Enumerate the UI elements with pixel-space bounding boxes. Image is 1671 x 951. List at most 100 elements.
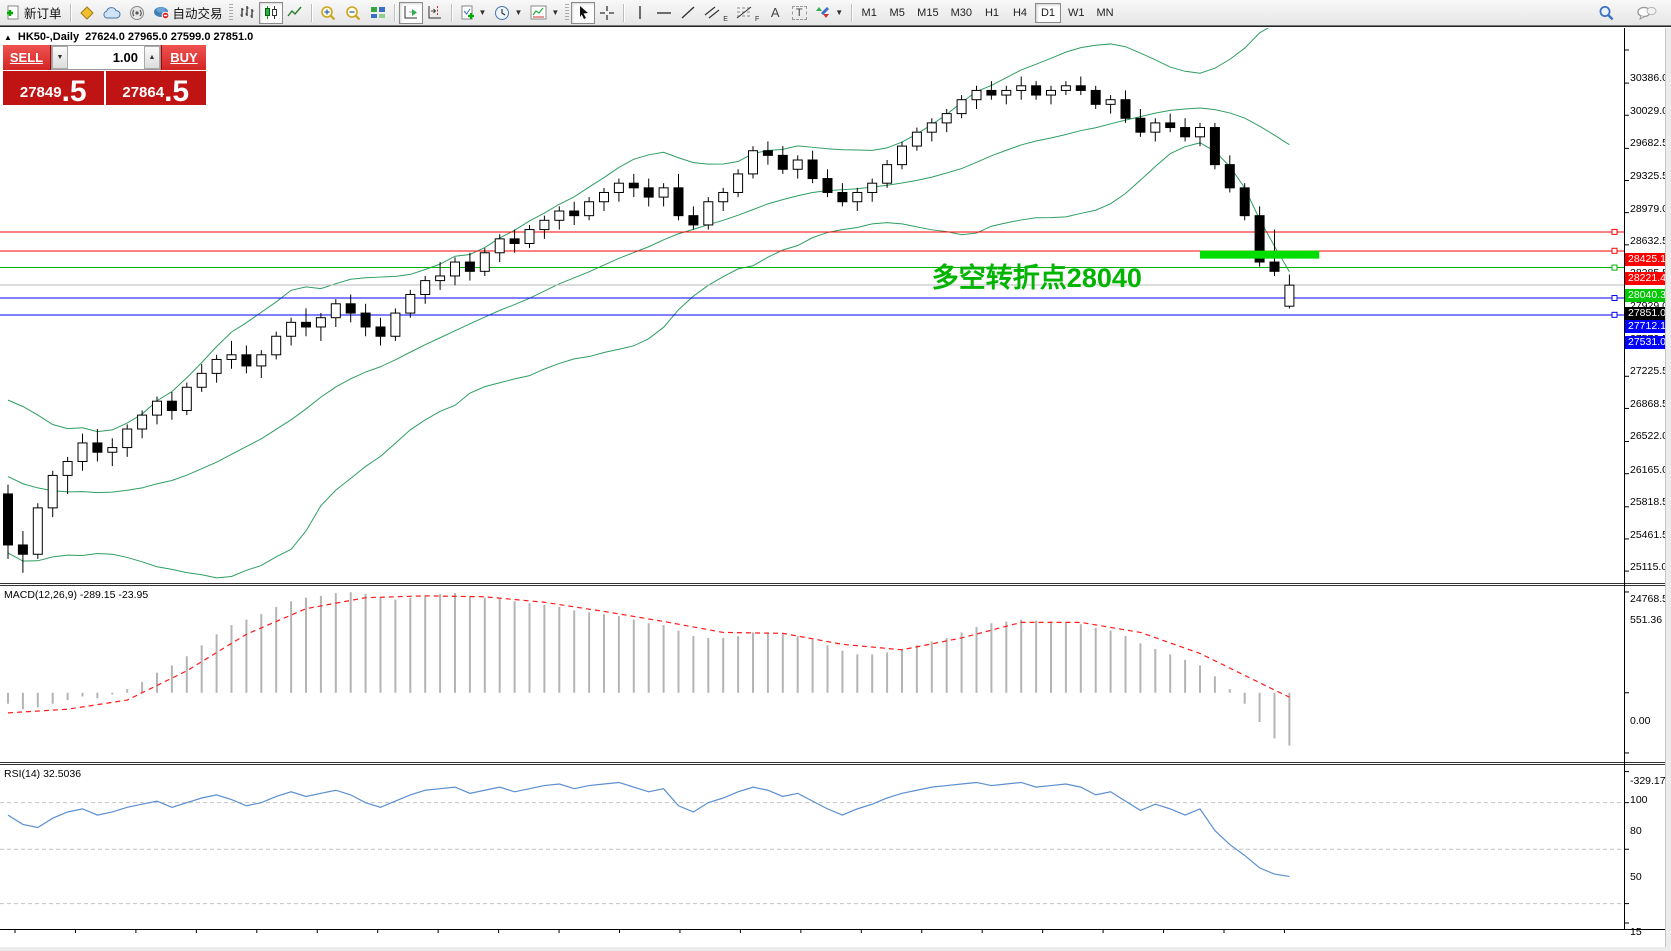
mql-community-button[interactable] xyxy=(99,2,125,24)
candle-up xyxy=(748,150,758,175)
new-order-icon xyxy=(7,5,19,20)
candle-up xyxy=(956,99,967,115)
volume-spinner: ▼ ▲ xyxy=(51,45,161,70)
tab-timeframe-m1[interactable]: M1 xyxy=(856,3,882,23)
templates-button[interactable]: ▼ xyxy=(526,2,563,24)
bollinger-lower-band xyxy=(7,142,1290,579)
buy-price-display[interactable]: 27864 .5 xyxy=(105,71,206,108)
chart-window-button[interactable] xyxy=(75,2,99,24)
line-chart-icon xyxy=(286,6,302,17)
trendline-button[interactable] xyxy=(676,2,700,24)
chat-icon xyxy=(1637,6,1657,20)
chart-shift-button[interactable] xyxy=(423,2,447,24)
candle-up xyxy=(152,400,162,416)
tab-timeframe-w1[interactable]: W1 xyxy=(1063,3,1090,23)
clock-icon xyxy=(495,5,510,20)
candle-up xyxy=(450,261,460,277)
tab-timeframe-m5[interactable]: M5 xyxy=(884,3,910,23)
auto-scroll-button[interactable] xyxy=(398,1,423,24)
tab-timeframe-h4[interactable]: H4 xyxy=(1007,3,1033,23)
fibonacci-button[interactable]: F xyxy=(732,2,763,24)
candle-down xyxy=(822,178,833,193)
macd-tick-label: 0.00 xyxy=(1630,714,1651,727)
crosshair-button[interactable] xyxy=(595,2,619,24)
candle-down xyxy=(360,312,371,328)
candle-up xyxy=(1150,122,1161,133)
buy-price-frac: .5 xyxy=(164,74,190,108)
candle-up xyxy=(524,229,535,244)
candle-up xyxy=(226,354,237,360)
signals-button[interactable] xyxy=(125,2,149,24)
macd-signal-line xyxy=(7,595,1290,714)
candle-up xyxy=(926,122,937,133)
candle-up xyxy=(1105,99,1116,105)
candle-down xyxy=(1090,89,1101,105)
cursor-button[interactable] xyxy=(571,1,596,24)
auto-trading-button[interactable]: 自动交易 xyxy=(149,2,227,24)
search-button[interactable] xyxy=(1594,2,1619,24)
candle-down xyxy=(1031,85,1042,96)
candle-up xyxy=(941,113,952,124)
bar-chart-button[interactable] xyxy=(235,2,259,24)
candlestick-chart-button[interactable] xyxy=(258,1,283,24)
horizontal-line-button[interactable] xyxy=(652,2,676,24)
tab-timeframe-mn[interactable]: MN xyxy=(1091,3,1118,23)
chart-window-icon xyxy=(79,5,94,20)
chart-region: ▲ HK50-,Daily 27624.0 27965.0 27599.0 27… xyxy=(0,28,1671,951)
chat-button[interactable] xyxy=(1633,2,1661,24)
zoom-in-button[interactable] xyxy=(316,2,341,24)
channel-icon xyxy=(704,6,720,19)
candle-up xyxy=(1046,89,1056,96)
collapse-triangle-icon: ▲ xyxy=(4,32,12,42)
buy-button[interactable]: BUY xyxy=(161,45,206,70)
periods-button[interactable]: ▼ xyxy=(490,2,526,24)
vertical-line-button[interactable] xyxy=(628,2,652,24)
indicators-button[interactable]: ▼ xyxy=(456,2,491,24)
tab-timeframe-m15[interactable]: M15 xyxy=(912,3,943,23)
new-order-button[interactable]: 新订单 xyxy=(2,2,66,24)
candle-down xyxy=(241,354,252,367)
channel-letter: E xyxy=(723,15,728,23)
volume-decrease-button[interactable]: ▼ xyxy=(52,46,68,69)
macd-tick-label: -329.17 xyxy=(1630,774,1666,787)
arrows-button[interactable]: ▼ xyxy=(811,2,847,24)
toolbar-grip xyxy=(565,3,570,22)
candle-up xyxy=(137,414,148,430)
candle-down xyxy=(1135,117,1146,133)
candle-down xyxy=(1239,187,1250,217)
tab-timeframe-m30[interactable]: M30 xyxy=(946,3,977,23)
candle-down xyxy=(628,182,639,189)
candle-up xyxy=(718,191,729,203)
candle-up xyxy=(420,280,431,296)
candle-up xyxy=(271,335,282,356)
candle-up xyxy=(733,173,744,193)
volume-input[interactable] xyxy=(68,46,144,69)
sell-price-display[interactable]: 27849 .5 xyxy=(3,71,104,106)
chart-shift-icon xyxy=(428,6,441,19)
line-chart-button[interactable] xyxy=(283,2,307,24)
text-button[interactable]: A xyxy=(763,2,787,24)
candle-up xyxy=(494,238,505,254)
tab-timeframe-d1[interactable]: D1 xyxy=(1034,2,1061,23)
window-scrollbar-strip[interactable] xyxy=(1665,28,1671,947)
sell-button[interactable]: SELL xyxy=(3,45,51,70)
volume-increase-button[interactable]: ▲ xyxy=(144,46,160,69)
chart-surface[interactable] xyxy=(0,28,1671,951)
equidistant-channel-button[interactable]: E xyxy=(700,2,732,24)
auto-scroll-icon xyxy=(404,6,417,19)
horizontal-line-icon xyxy=(657,11,672,14)
chevron-down-icon: ▼ xyxy=(551,8,560,17)
candle-down xyxy=(1254,215,1265,263)
candle-down xyxy=(1269,261,1280,272)
hline-price-tag: 27712.1 xyxy=(1625,319,1671,333)
tile-windows-button[interactable] xyxy=(366,2,390,24)
zoom-out-button[interactable] xyxy=(341,2,366,24)
candle-up xyxy=(1195,127,1205,138)
candle-down xyxy=(1120,99,1131,119)
candle-up xyxy=(599,191,609,203)
candle-down xyxy=(464,261,475,272)
one-click-trading-panel: SELL ▼ ▲ BUY 27849 .5 27864 .5 xyxy=(3,45,206,108)
candle-up xyxy=(867,182,878,193)
text-label-button[interactable]: T xyxy=(787,2,811,24)
tab-timeframe-h1[interactable]: H1 xyxy=(979,3,1005,23)
